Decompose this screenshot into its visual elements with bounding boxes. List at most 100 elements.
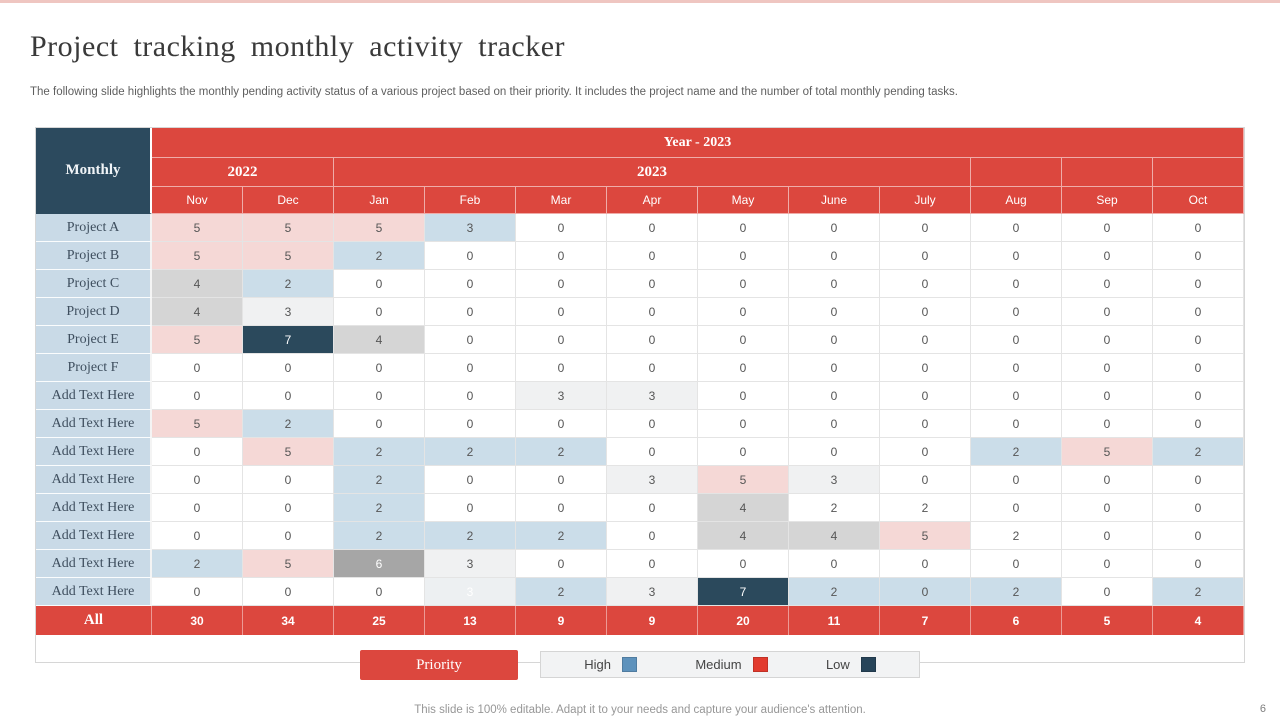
cell-dec-row5: 7 [243, 326, 334, 354]
cell-apr-row10: 3 [607, 466, 698, 494]
row-label-add-text-placeholder[interactable]: Add Text Here [36, 522, 152, 550]
cell-aug-row13: 0 [971, 550, 1062, 578]
cell-june-row11: 2 [789, 494, 880, 522]
cell-mar-row1: 0 [516, 214, 607, 242]
cell-apr-row11: 0 [607, 494, 698, 522]
cell-jan-row4: 0 [334, 298, 425, 326]
top-accent-line [0, 0, 1280, 3]
total-aug: 6 [971, 606, 1062, 635]
cell-june-row9: 0 [789, 438, 880, 466]
cell-dec-row14: 0 [243, 578, 334, 606]
cell-may-row4: 0 [698, 298, 789, 326]
cell-mar-row11: 0 [516, 494, 607, 522]
cell-aug-row8: 0 [971, 410, 1062, 438]
cell-june-row13: 0 [789, 550, 880, 578]
cell-oct-row4: 0 [1153, 298, 1244, 326]
cell-mar-row14: 2 [516, 578, 607, 606]
row-label-add-text-placeholder[interactable]: Add Text Here [36, 466, 152, 494]
cell-sep-row12: 0 [1062, 522, 1153, 550]
cell-mar-row12: 2 [516, 522, 607, 550]
cell-apr-row12: 0 [607, 522, 698, 550]
cell-apr-row13: 0 [607, 550, 698, 578]
cell-aug-row7: 0 [971, 382, 1062, 410]
row-label-add-text-placeholder[interactable]: Add Text Here [36, 410, 152, 438]
legend-swatch-high-icon [621, 657, 637, 672]
cell-jan-row5: 4 [334, 326, 425, 354]
cell-apr-row9: 0 [607, 438, 698, 466]
cell-sep-row11: 0 [1062, 494, 1153, 522]
cell-mar-row7: 3 [516, 382, 607, 410]
cell-june-row1: 0 [789, 214, 880, 242]
cell-sep-row3: 0 [1062, 270, 1153, 298]
year-group-2022: 2022 [152, 158, 334, 187]
cell-oct-row14: 2 [1153, 578, 1244, 606]
priority-legend-button: Priority [360, 650, 518, 680]
cell-july-row10: 0 [880, 466, 971, 494]
cell-nov-row7: 0 [152, 382, 243, 410]
cell-oct-row5: 0 [1153, 326, 1244, 354]
cell-sep-row10: 0 [1062, 466, 1153, 494]
legend-label-medium: Medium [695, 657, 742, 672]
cell-oct-row13: 0 [1153, 550, 1244, 578]
cell-feb-row12: 2 [425, 522, 516, 550]
cell-may-row7: 0 [698, 382, 789, 410]
cell-apr-row6: 0 [607, 354, 698, 382]
cell-nov-row10: 0 [152, 466, 243, 494]
cell-jan-row10: 2 [334, 466, 425, 494]
cell-may-row5: 0 [698, 326, 789, 354]
row-label-add-text-placeholder[interactable]: Add Text Here [36, 550, 152, 578]
cell-dec-row6: 0 [243, 354, 334, 382]
cell-may-row12: 4 [698, 522, 789, 550]
row-label-add-text-placeholder[interactable]: Add Text Here [36, 438, 152, 466]
cell-nov-row5: 5 [152, 326, 243, 354]
row-label: Project A [36, 214, 152, 242]
year-group-empty [971, 158, 1062, 187]
cell-apr-row5: 0 [607, 326, 698, 354]
cell-july-row12: 5 [880, 522, 971, 550]
row-label-add-text-placeholder[interactable]: Add Text Here [36, 578, 152, 606]
cell-apr-row4: 0 [607, 298, 698, 326]
total-feb: 13 [425, 606, 516, 635]
cell-may-row9: 0 [698, 438, 789, 466]
legend-swatch-low-icon [860, 657, 876, 672]
cell-mar-row13: 0 [516, 550, 607, 578]
cell-oct-row12: 0 [1153, 522, 1244, 550]
total-mar: 9 [516, 606, 607, 635]
row-label-add-text-placeholder[interactable]: Add Text Here [36, 382, 152, 410]
year-banner: Year - 2023 [152, 128, 1244, 158]
cell-july-row13: 0 [880, 550, 971, 578]
cell-feb-row1: 3 [425, 214, 516, 242]
legend-label-high: High [584, 657, 611, 672]
cell-may-row8: 0 [698, 410, 789, 438]
month-header-mar: Mar [516, 187, 607, 214]
cell-aug-row2: 0 [971, 242, 1062, 270]
cell-aug-row10: 0 [971, 466, 1062, 494]
cell-july-row7: 0 [880, 382, 971, 410]
total-nov: 30 [152, 606, 243, 635]
page-number: 6 [1259, 703, 1266, 715]
cell-oct-row11: 0 [1153, 494, 1244, 522]
cell-feb-row3: 0 [425, 270, 516, 298]
total-apr: 9 [607, 606, 698, 635]
cell-june-row14: 2 [789, 578, 880, 606]
cell-july-row11: 2 [880, 494, 971, 522]
cell-dec-row3: 2 [243, 270, 334, 298]
cell-aug-row12: 2 [971, 522, 1062, 550]
cell-jan-row6: 0 [334, 354, 425, 382]
cell-sep-row5: 0 [1062, 326, 1153, 354]
cell-dec-row9: 5 [243, 438, 334, 466]
cell-apr-row3: 0 [607, 270, 698, 298]
cell-oct-row6: 0 [1153, 354, 1244, 382]
total-oct: 4 [1153, 606, 1244, 635]
year-group-empty [1153, 158, 1244, 187]
month-header-jan: Jan [334, 187, 425, 214]
cell-jan-row7: 0 [334, 382, 425, 410]
total-dec: 34 [243, 606, 334, 635]
row-label-add-text-placeholder[interactable]: Add Text Here [36, 494, 152, 522]
cell-feb-row13: 3 [425, 550, 516, 578]
cell-may-row13: 0 [698, 550, 789, 578]
cell-july-row5: 0 [880, 326, 971, 354]
cell-apr-row14: 3 [607, 578, 698, 606]
total-sep: 5 [1062, 606, 1153, 635]
cell-mar-row9: 2 [516, 438, 607, 466]
